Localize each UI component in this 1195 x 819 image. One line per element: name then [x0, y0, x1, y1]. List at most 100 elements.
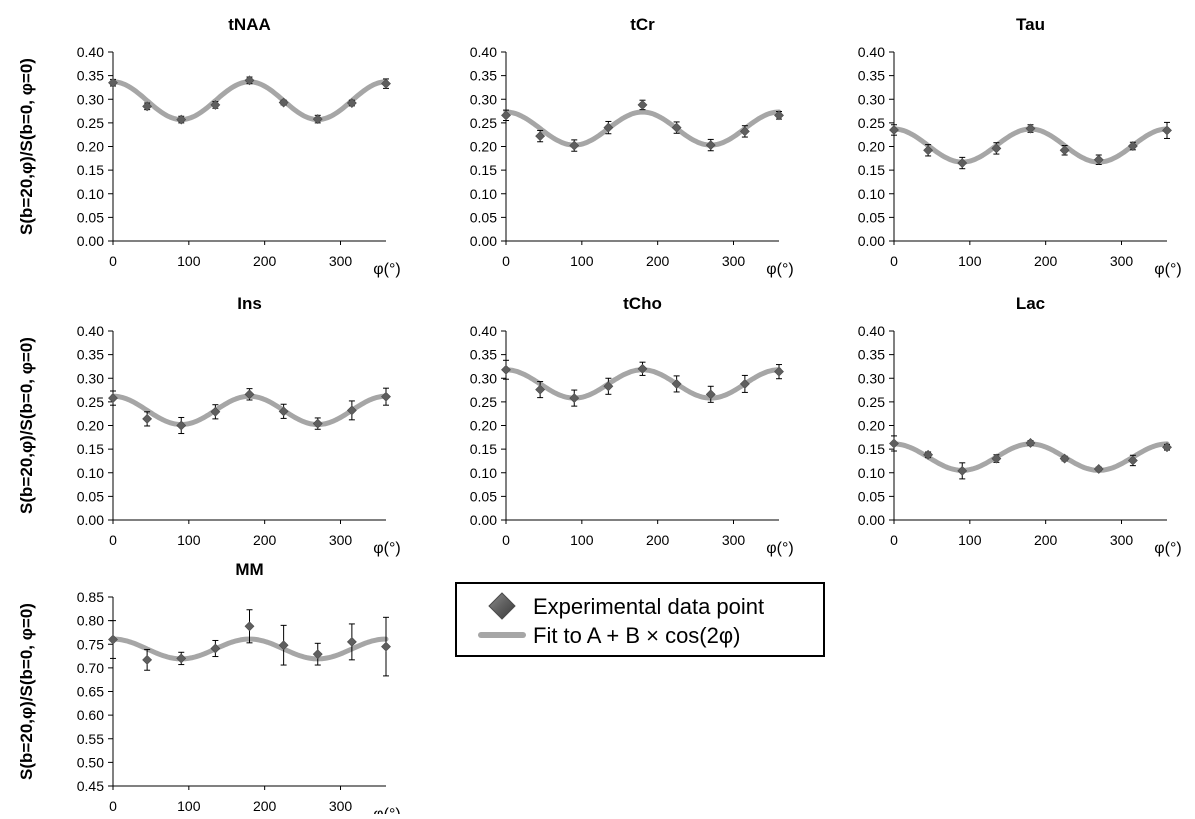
- fit-curve: [891, 126, 1170, 165]
- chart-tau: Tau 0.00 0.05 0.10 0.15 0.20 0.25 0.30 0.35 0.40 0…: [858, 15, 1182, 278]
- data-point: [957, 465, 968, 476]
- x-tick-label: 0: [890, 253, 898, 269]
- data-point: [142, 101, 153, 112]
- data-point: [991, 143, 1002, 154]
- data-point: [923, 449, 934, 460]
- data-point: [244, 389, 255, 400]
- data-point: [1093, 154, 1104, 165]
- x-tick-label: 200: [646, 532, 670, 548]
- y-axis-label: S(b=20,φ)/S(b=0, φ=0): [17, 337, 36, 514]
- data-point: [603, 381, 614, 392]
- legend-frame: [455, 582, 825, 657]
- y-tick-label: 0.40: [77, 323, 104, 339]
- data-point: [1162, 125, 1172, 136]
- y-tick-label: 0.20: [858, 139, 885, 155]
- y-tick-label: 0.00: [858, 512, 885, 528]
- x-tick-label: 0: [109, 532, 117, 548]
- legend-marker-label: Experimental data point: [533, 594, 764, 619]
- y-tick-label: 0.35: [77, 68, 104, 84]
- y-tick-label: 0.20: [77, 418, 104, 434]
- data-point: [637, 99, 648, 110]
- y-tick-label: 0.70: [77, 660, 104, 676]
- x-axis-label: φ(°): [373, 540, 400, 557]
- data-point: [108, 634, 118, 645]
- y-tick-label: 0.15: [470, 162, 497, 178]
- y-tick-label: 0.15: [858, 162, 885, 178]
- y-tick-label: 0.40: [470, 323, 497, 339]
- data-point: [774, 366, 784, 377]
- data-point: [176, 420, 187, 431]
- x-tick-label: 100: [177, 532, 201, 548]
- data-point: [210, 643, 221, 654]
- y-tick-label: 0.25: [858, 115, 885, 131]
- x-tick-label: 100: [958, 532, 982, 548]
- y-tick-label: 0.30: [470, 370, 497, 386]
- y-tick-label: 0.10: [470, 465, 497, 481]
- x-tick-label: 100: [570, 253, 594, 269]
- y-tick-label: 0.20: [470, 418, 497, 434]
- data-point: [312, 114, 323, 125]
- data-point: [108, 393, 118, 404]
- y-tick-label: 0.40: [858, 44, 885, 60]
- data-point: [1093, 464, 1104, 474]
- y-tick-label: 0.15: [77, 162, 104, 178]
- data-point: [381, 641, 391, 652]
- y-tick-label: 0.30: [858, 370, 885, 386]
- y-tick-label: 0.05: [858, 209, 885, 225]
- y-tick-label: 0.30: [77, 91, 104, 107]
- y-tick-label: 0.00: [470, 233, 497, 249]
- chart-tnaa: tNAA 0.00 0.05 0.10 0.15 0.20 0.25 0.30 0.35 0.40…: [17, 15, 401, 278]
- x-tick-label: 100: [177, 798, 201, 814]
- chart-panels: tNAA 0.00 0.05 0.10 0.15 0.20 0.25 0.30 0.35 0.40…: [17, 15, 1182, 819]
- x-axis-label: φ(°): [766, 540, 793, 557]
- data-point: [671, 378, 682, 389]
- y-tick-label: 0.05: [858, 488, 885, 504]
- data-point: [535, 131, 546, 142]
- y-tick-label: 0.40: [858, 323, 885, 339]
- y-tick-label: 0.25: [77, 115, 104, 131]
- x-tick-label: 0: [109, 798, 117, 814]
- data-point: [671, 122, 682, 133]
- y-tick-label: 0.75: [77, 636, 104, 652]
- x-tick-label: 100: [177, 253, 201, 269]
- chart-title: Lac: [1016, 294, 1045, 313]
- legend-marker-icon: [488, 592, 516, 620]
- y-tick-label: 0.35: [858, 68, 885, 84]
- y-tick-label: 0.25: [470, 394, 497, 410]
- data-point: [176, 653, 187, 664]
- x-tick-label: 0: [502, 532, 510, 548]
- chart-title: MM: [235, 560, 263, 579]
- y-tick-label: 0.05: [77, 488, 104, 504]
- y-tick-label: 0.35: [858, 347, 885, 363]
- data-point: [923, 145, 934, 156]
- legend-fit-label: Fit to A + B × cos(2φ): [533, 623, 740, 648]
- x-tick-label: 300: [1110, 253, 1134, 269]
- x-tick-label: 200: [253, 253, 277, 269]
- x-tick-label: 0: [109, 253, 117, 269]
- data-point: [1059, 453, 1070, 464]
- chart-ins: Ins 0.00 0.05 0.10 0.15 0.20 0.25 0.30 0.35 0.40 0…: [17, 294, 401, 557]
- y-tick-label: 0.00: [77, 512, 104, 528]
- x-tick-label: 0: [502, 253, 510, 269]
- x-axis-label: φ(°): [373, 806, 400, 814]
- y-tick-label: 0.10: [77, 186, 104, 202]
- x-tick-label: 200: [1034, 253, 1058, 269]
- data-point: [603, 122, 614, 133]
- x-tick-label: 300: [329, 253, 353, 269]
- y-tick-label: 0.10: [470, 186, 497, 202]
- data-point: [705, 140, 716, 151]
- y-axis-label: S(b=20,φ)/S(b=0, φ=0): [17, 58, 36, 235]
- legend: Experimental data point Fit to A + B × c…: [455, 582, 825, 657]
- data-point: [889, 438, 899, 449]
- data-point: [312, 649, 323, 660]
- data-point: [569, 140, 580, 151]
- data-point: [346, 405, 357, 416]
- y-tick-label: 0.05: [470, 488, 497, 504]
- data-point: [312, 418, 323, 429]
- data-point: [108, 77, 118, 88]
- data-point: [1127, 141, 1138, 151]
- data-point: [381, 391, 391, 402]
- y-tick-label: 0.05: [77, 209, 104, 225]
- data-point: [705, 389, 716, 400]
